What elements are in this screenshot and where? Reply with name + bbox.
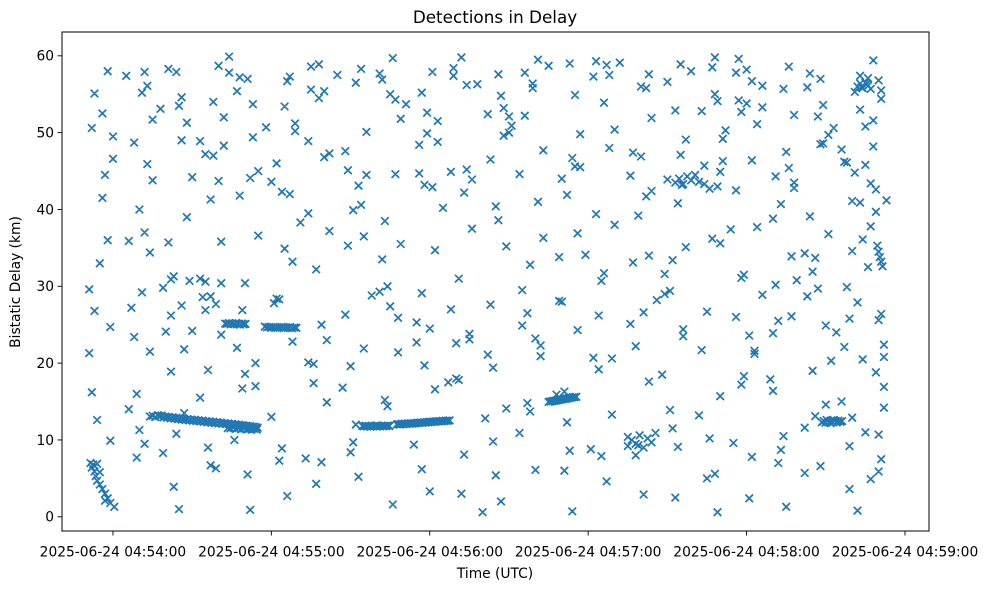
x-tick-label: 2025-06-24 04:56:00 [356,545,503,561]
x-tick-label: 2025-06-24 04:58:00 [673,545,820,561]
x-tick-label: 2025-06-24 04:59:00 [832,545,979,561]
y-tick-label: 50 [36,125,54,141]
y-tick-label: 0 [45,510,54,526]
x-axis-ticks: 2025-06-24 04:54:00 2025-06-24 04:55:00 20… [40,531,979,561]
scatter-points [84,52,891,517]
y-tick-label: 40 [36,202,54,218]
y-tick-label: 30 [36,279,54,295]
y-axis-label: Bistatic Delay (km) [8,216,24,348]
y-tick-label: 20 [36,356,54,372]
plot-area [61,31,930,532]
x-tick-label: 2025-06-24 04:57:00 [515,545,662,561]
x-tick-label: 2025-06-24 04:55:00 [198,545,345,561]
x-tick-label: 2025-06-24 04:54:00 [40,545,187,561]
x-axis-label: Time (UTC) [456,566,533,582]
y-tick-label: 10 [36,433,54,449]
y-axis-ticks: 0 10 20 30 40 50 60 [36,49,62,526]
chart-title: Detections in Delay [413,7,577,27]
y-tick-label: 60 [36,49,54,65]
